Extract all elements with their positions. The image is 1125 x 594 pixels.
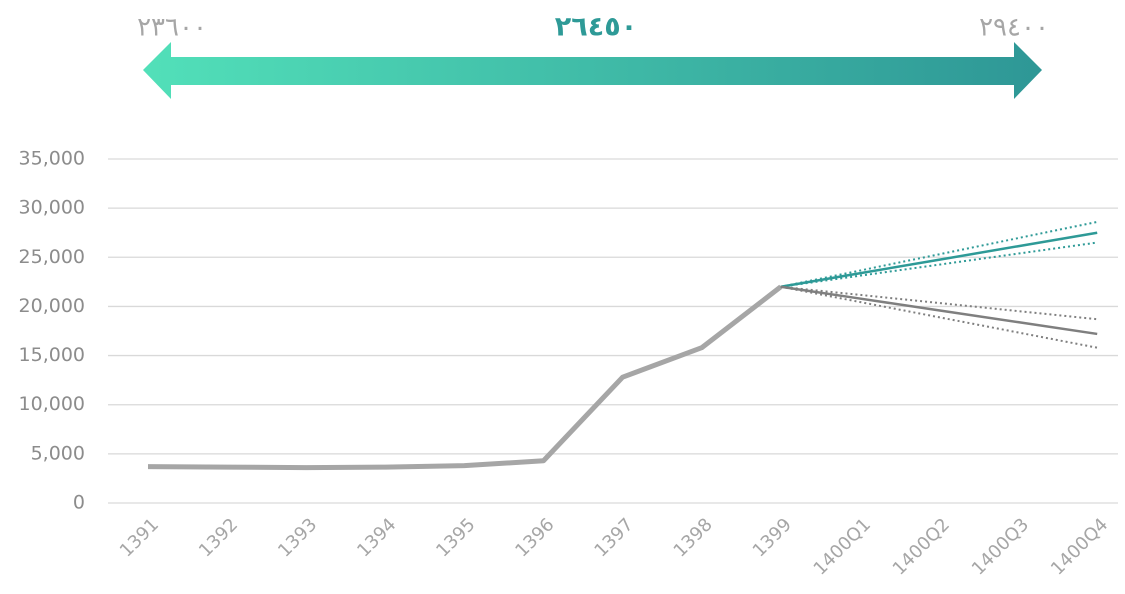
x-tick-label: 1393 <box>274 514 321 561</box>
range-arrow <box>143 42 1042 99</box>
y-tick-label: 0 <box>73 492 85 514</box>
banner-center: ٢٦٤٥٠ <box>555 12 637 43</box>
series-line <box>147 284 783 471</box>
x-tick-label: 1396 <box>511 514 558 561</box>
y-tick-label: 5,000 <box>31 442 85 464</box>
series-line <box>780 285 1098 321</box>
plot: 0 5,000 10,000 15,000 20,000 25,000 30,000 35,0… <box>19 148 1118 580</box>
x-tick-label: 1400Q1 <box>810 514 875 579</box>
x-tick-label: 1398 <box>670 514 717 561</box>
y-tick-label: 30,000 <box>19 197 85 219</box>
banner-right: ٢٩٤٠٠ <box>979 13 1049 43</box>
series-line <box>780 285 1098 336</box>
banner-left: ٢٣٦٠٠ <box>137 13 207 43</box>
series-line <box>780 241 1098 288</box>
series-line <box>780 285 1098 349</box>
x-tick-label: 1400Q4 <box>1047 514 1112 579</box>
y-tick-label: 25,000 <box>19 246 85 268</box>
x-tick-label: 1391 <box>116 514 163 561</box>
x-tick-label: 1400Q3 <box>968 514 1033 579</box>
y-tick-label: 35,000 <box>19 148 85 170</box>
x-tick-label: 1392 <box>195 514 242 561</box>
series-line <box>780 231 1098 289</box>
x-tick-label: 1399 <box>749 514 796 561</box>
x-tick-label: 1400Q2 <box>889 514 954 579</box>
series-line <box>780 220 1098 288</box>
y-tick-label: 10,000 <box>19 393 85 415</box>
y-tick-label: 15,000 <box>19 344 85 366</box>
x-tick-label: 1397 <box>590 514 637 561</box>
y-tick-label: 20,000 <box>19 295 85 317</box>
x-tick-label: 1395 <box>432 514 479 561</box>
x-tick-label: 1394 <box>353 514 400 561</box>
